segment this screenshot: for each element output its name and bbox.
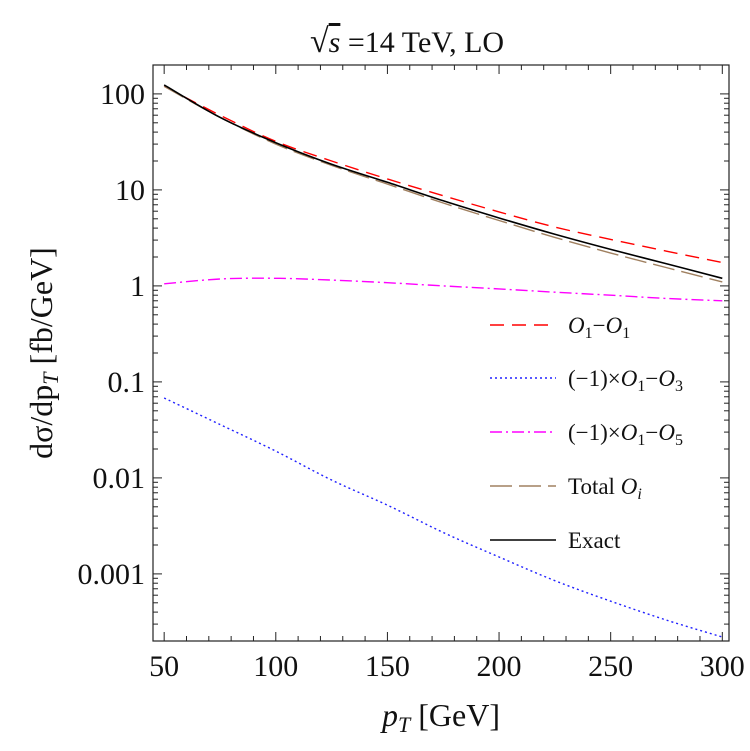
- x-axis: 50 100 150 200 250 300: [149, 65, 745, 683]
- y-axis-label-pre: dσ/dp: [23, 385, 59, 459]
- legend-label-part: (−1)×: [568, 420, 621, 445]
- legend-label-part: Total: [568, 474, 621, 499]
- chart-title-text: √s =14 TeV, LO: [310, 23, 504, 60]
- y-axis: 0.001 0.01 0.1 1 10 100: [78, 64, 729, 642]
- y-tick-label: 100: [100, 78, 145, 111]
- x-tick-label: 50: [149, 650, 179, 683]
- y-tick-label: 0.01: [93, 462, 146, 495]
- x-tick-label: 300: [700, 650, 745, 683]
- x-axis-label-sub: T: [398, 712, 412, 737]
- legend-label: Total Oi: [568, 474, 642, 503]
- legend-label: (−1)×O1−O5: [568, 420, 683, 449]
- y-axis-label-sub: T: [38, 371, 63, 385]
- x-axis-label-unit: [GeV]: [410, 697, 500, 733]
- series-line-4: [163, 84, 723, 280]
- x-axis-label: pT [GeV]: [380, 697, 500, 737]
- y-axis-label: dσ/dpT [fb/GeV]: [23, 247, 63, 459]
- y-tick-label: 1: [130, 270, 145, 303]
- legend-label-part: 3: [675, 378, 683, 395]
- legend-label-part: −: [645, 420, 658, 445]
- title-sqrt-symbol: √: [310, 23, 329, 60]
- legend-label-part: 5: [675, 432, 683, 449]
- series-line-0: [163, 85, 723, 264]
- legend-label: (−1)×O1−O3: [568, 366, 683, 395]
- legend-label-part: i: [637, 486, 641, 503]
- plot-frame: [152, 64, 730, 642]
- legend-label: O1−O1: [568, 313, 630, 342]
- legend-label-part: Exact: [568, 528, 621, 553]
- legend-label-part: O: [658, 420, 675, 445]
- legend-label-part: −: [593, 313, 606, 338]
- legend-label-part: 1: [637, 378, 645, 395]
- series-layer: [163, 84, 723, 638]
- series-line-1: [163, 397, 723, 638]
- title-sqrt-arg: s: [329, 26, 341, 59]
- x-axis-label-var: p: [380, 697, 398, 733]
- legend-label-part: O: [658, 366, 675, 391]
- y-tick-label: 0.1: [108, 366, 146, 399]
- x-tick-label: 200: [477, 650, 522, 683]
- y-tick-label: 0.001: [78, 558, 146, 591]
- legend-label-part: 1: [637, 432, 645, 449]
- x-tick-label: 250: [588, 650, 633, 683]
- legend-label: Exact: [568, 528, 621, 553]
- chart-title: √s =14 TeV, LO: [310, 23, 504, 60]
- legend-label-part: (−1)×: [568, 366, 621, 391]
- y-tick-label: 10: [115, 174, 145, 207]
- x-tick-label: 100: [253, 650, 298, 683]
- legend-label-part: 1: [585, 325, 593, 342]
- title-rest: =14 TeV, LO: [340, 26, 504, 59]
- y-axis-label-unit: [fb/GeV]: [23, 247, 59, 372]
- legend-label-part: O: [568, 313, 585, 338]
- legend-label-part: 1: [622, 325, 630, 342]
- legend-label-part: O: [606, 313, 623, 338]
- legend-label-part: −: [645, 366, 658, 391]
- series-line-2: [164, 277, 723, 302]
- legend-label-part: O: [621, 420, 638, 445]
- series-line-3: [163, 85, 723, 283]
- legend-label-part: O: [621, 474, 638, 499]
- x-tick-label: 150: [365, 650, 410, 683]
- legend-label-part: O: [621, 366, 638, 391]
